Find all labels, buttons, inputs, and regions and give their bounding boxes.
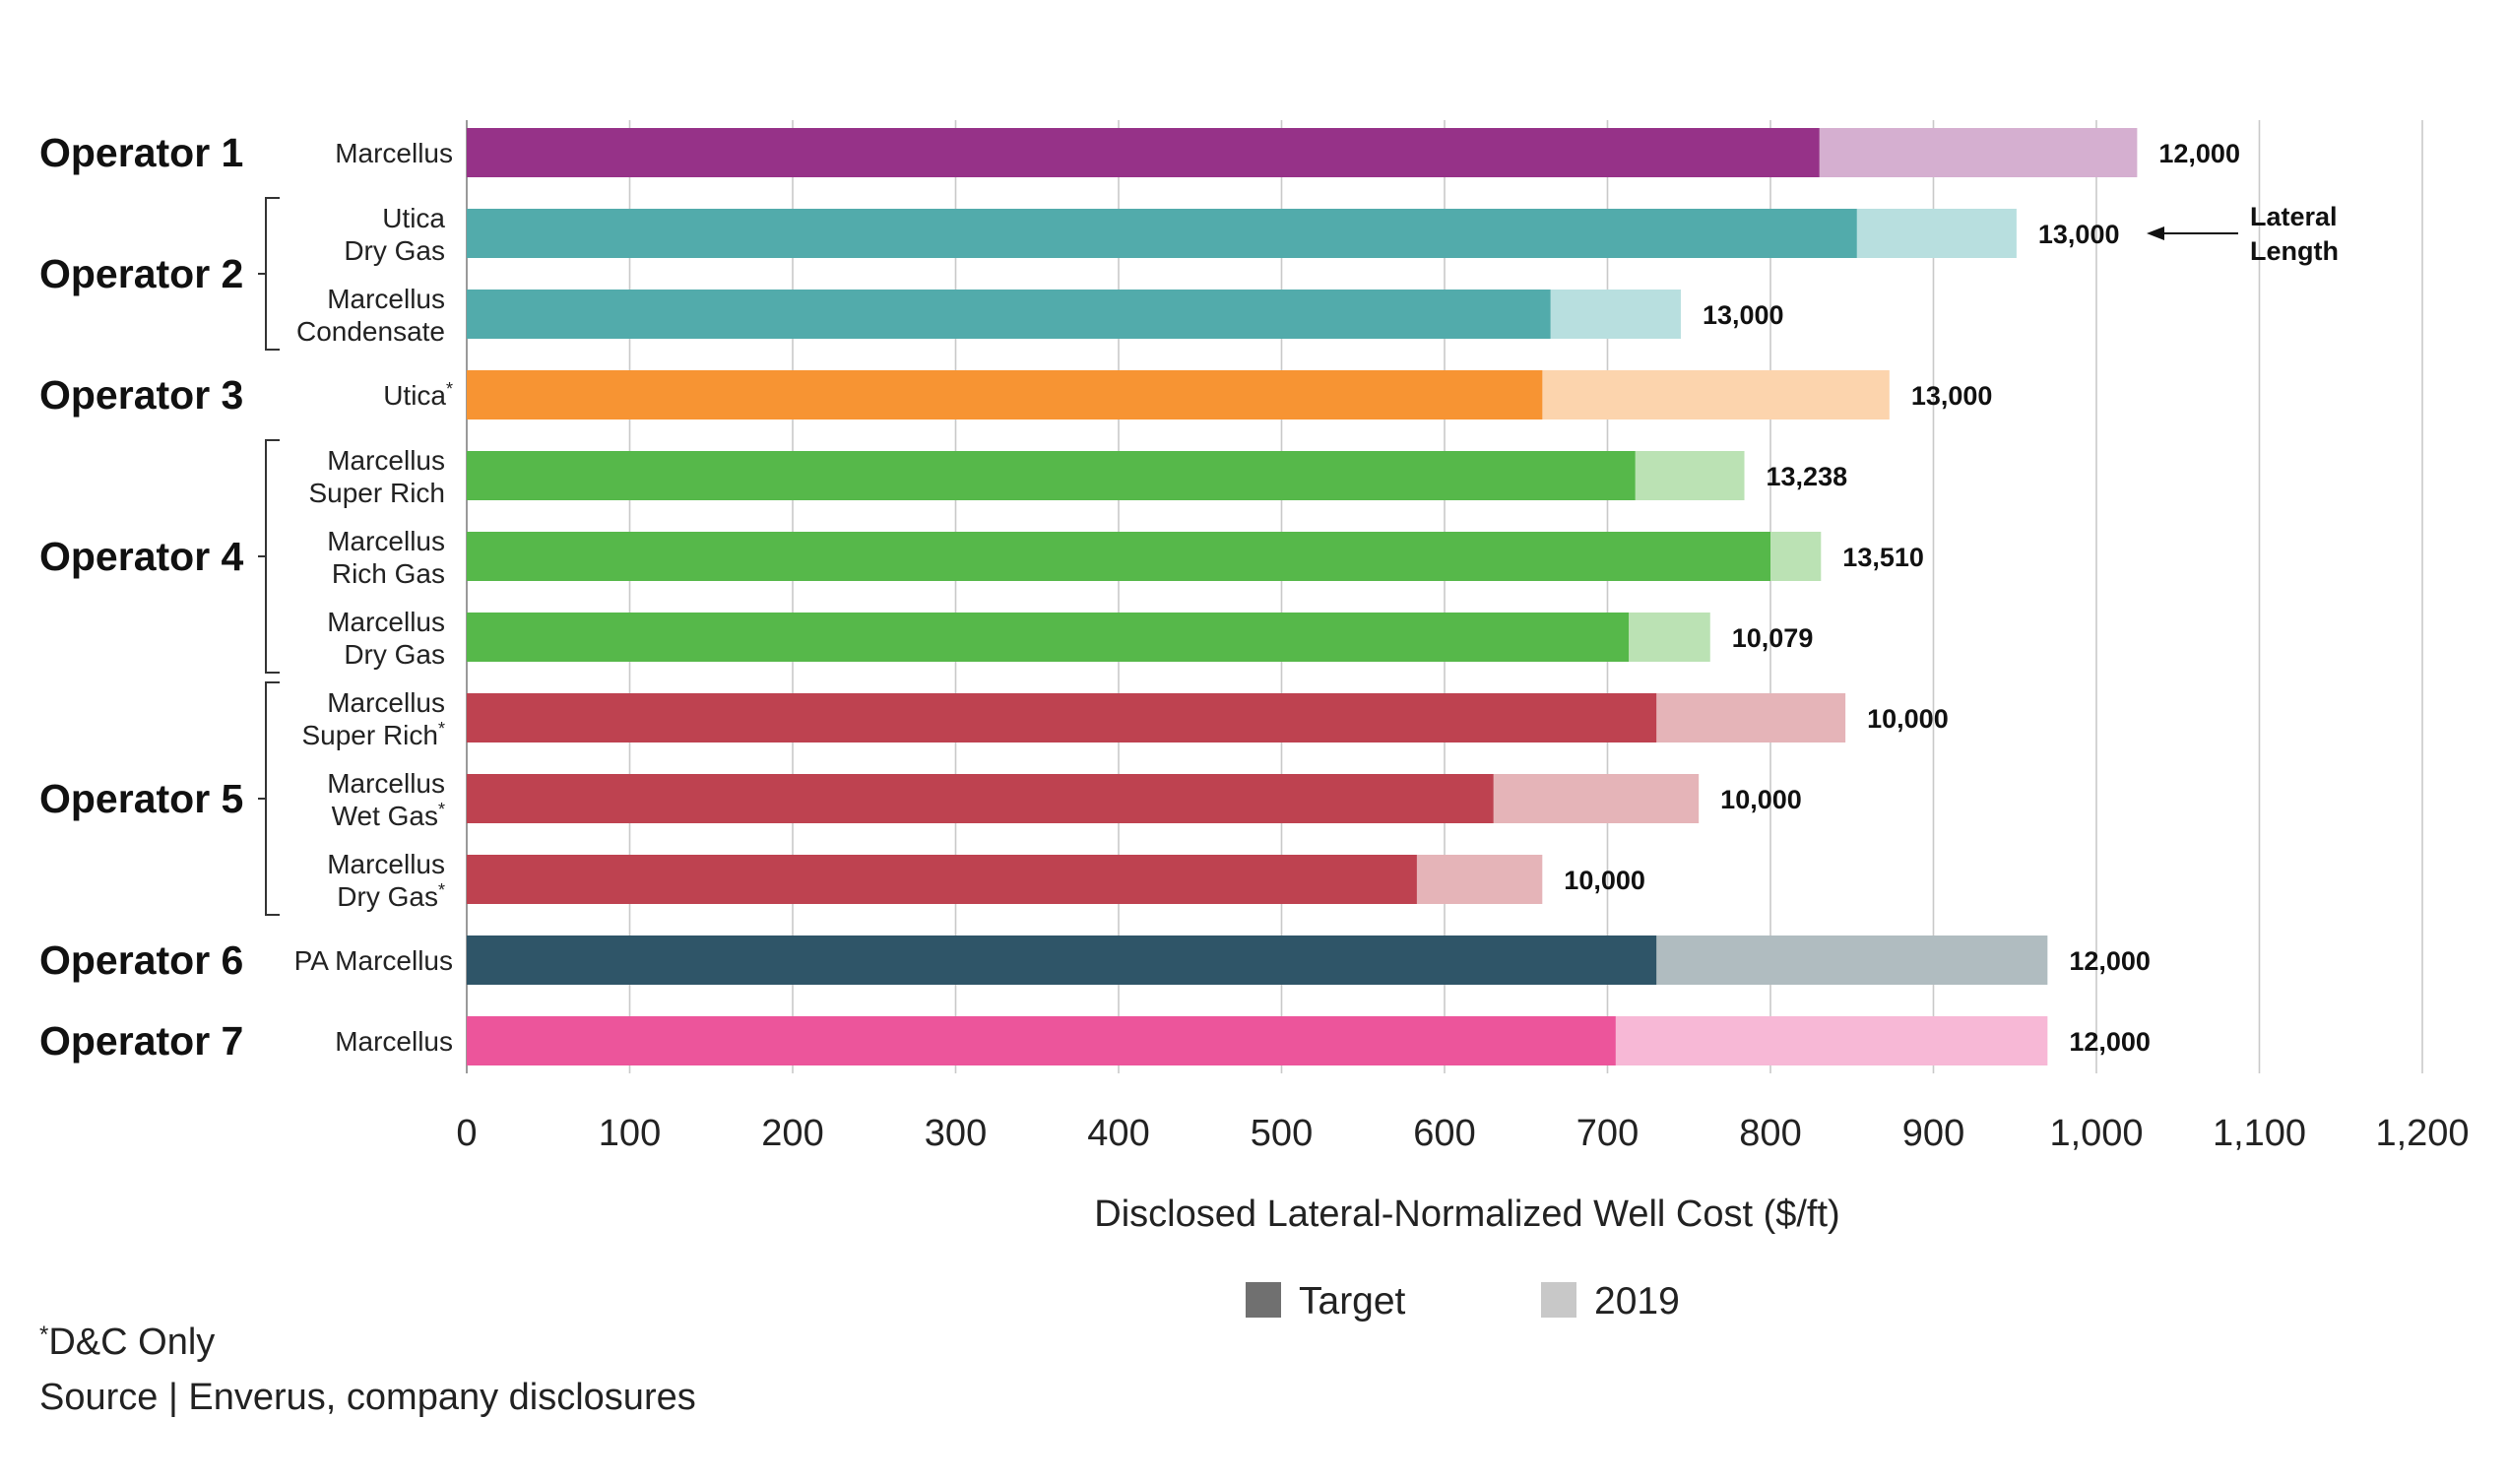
x-tick-label: 400 — [1087, 1113, 1149, 1154]
x-tick-label: 700 — [1576, 1113, 1639, 1154]
category-label: Marcellus — [327, 768, 445, 799]
x-tick-label: 100 — [599, 1113, 661, 1154]
legend-swatch — [1541, 1282, 1576, 1318]
lateral-length-label: 10,000 — [1564, 866, 1645, 895]
bar-target — [467, 774, 1494, 823]
bar-target — [467, 128, 1820, 177]
category-label: Marcellus — [327, 687, 445, 718]
lateral-length-label: 12,000 — [2158, 139, 2240, 168]
x-tick-label: 800 — [1739, 1113, 1801, 1154]
category-label: PA Marcellus — [294, 945, 453, 976]
category-label: Rich Gas — [332, 558, 445, 589]
source-note: Source | Enverus, company disclosures — [39, 1377, 696, 1418]
category-label: Condensate — [296, 316, 445, 347]
operator-label: Operator 5 — [39, 776, 243, 821]
footnote: *D&C Only — [39, 1322, 215, 1363]
operator-label: Operator 3 — [39, 372, 243, 418]
category-label: Marcellus — [327, 607, 445, 637]
lateral-length-label: 12,000 — [2069, 1027, 2151, 1057]
category-label: Marcellus — [327, 284, 445, 314]
bar-target — [467, 290, 1551, 339]
annotation-line: Lateral — [2250, 202, 2338, 231]
category-label: Dry Gas* — [337, 880, 445, 912]
annotation-line: Length — [2250, 236, 2339, 266]
operator-label: Operator 1 — [39, 130, 243, 175]
category-label: Super Rich — [308, 478, 445, 508]
annotation-arrowhead — [2147, 226, 2164, 240]
bar-target — [467, 936, 1657, 985]
legend-label: Target — [1299, 1280, 1406, 1323]
category-label: Wet Gas* — [332, 800, 445, 831]
bar-target — [467, 370, 1543, 419]
legend-label: 2019 — [1594, 1280, 1680, 1323]
lateral-length-annotation: Lateral Length — [2147, 202, 2339, 266]
operator-label: Operator 7 — [39, 1018, 243, 1064]
x-axis: 0 100 200 300 400 500 600 700 800 900 1,000 1,100 1,… — [456, 1113, 2469, 1154]
category-label: Super Rich* — [301, 719, 445, 750]
category-label: Marcellus — [327, 445, 445, 476]
lateral-length-label: 13,510 — [1842, 543, 1924, 572]
bar-target — [467, 1016, 1616, 1065]
lateral-length-label: 10,000 — [1720, 785, 1802, 814]
bar-target — [467, 693, 1657, 742]
x-tick-label: 900 — [1902, 1113, 1964, 1154]
lateral-length-label: 12,000 — [2069, 946, 2151, 976]
operator-label: Operator 2 — [39, 251, 243, 296]
gridlines — [466, 120, 2423, 1073]
operator-brackets — [258, 197, 280, 916]
x-axis-title: Disclosed Lateral-Normalized Well Cost (… — [1094, 1194, 1839, 1235]
category-label: Utica* — [383, 379, 453, 411]
x-tick-label: 1,100 — [2213, 1113, 2306, 1154]
x-tick-label: 200 — [761, 1113, 823, 1154]
x-tick-label: 0 — [456, 1113, 477, 1154]
x-tick-label: 500 — [1251, 1113, 1313, 1154]
lateral-length-label: 13,238 — [1767, 462, 1848, 491]
legend: Target 2019 — [1246, 1280, 1680, 1323]
operator-label: Operator 6 — [39, 937, 243, 983]
lateral-length-label: 10,079 — [1732, 623, 1814, 653]
x-tick-label: 1,000 — [2049, 1113, 2143, 1154]
x-tick-label: 300 — [925, 1113, 987, 1154]
bar-target — [467, 451, 1636, 500]
lateral-length-label: 13,000 — [1703, 300, 1784, 330]
bracket — [258, 439, 280, 674]
bracket — [258, 197, 280, 351]
x-tick-label: 1,200 — [2375, 1113, 2469, 1154]
category-label: Marcellus — [327, 849, 445, 879]
legend-swatch — [1246, 1282, 1281, 1318]
x-tick-label: 600 — [1413, 1113, 1475, 1154]
category-label: Dry Gas — [344, 235, 445, 266]
category-label: Utica — [382, 203, 445, 233]
bar-target — [467, 613, 1630, 662]
bar-target — [467, 209, 1857, 258]
category-label: Dry Gas — [344, 639, 445, 670]
operator-label: Operator 4 — [39, 534, 244, 579]
footnote-asterisk: * — [39, 1322, 48, 1348]
category-label: Marcellus — [327, 526, 445, 556]
bar-target — [467, 532, 1770, 581]
bars: 12,000 13,000 13,000 13,000 13,238 13,510 10,0… — [467, 128, 2240, 1065]
category-label: Marcellus — [335, 138, 453, 168]
lateral-length-label: 13,000 — [1911, 381, 1993, 411]
lateral-length-label: 13,000 — [2038, 220, 2120, 249]
bar-target — [467, 855, 1417, 904]
bracket — [258, 681, 280, 916]
footnote-text: D&C Only — [48, 1322, 215, 1363]
lateral-length-label: 10,000 — [1867, 704, 1949, 734]
category-label: Marcellus — [335, 1026, 453, 1057]
